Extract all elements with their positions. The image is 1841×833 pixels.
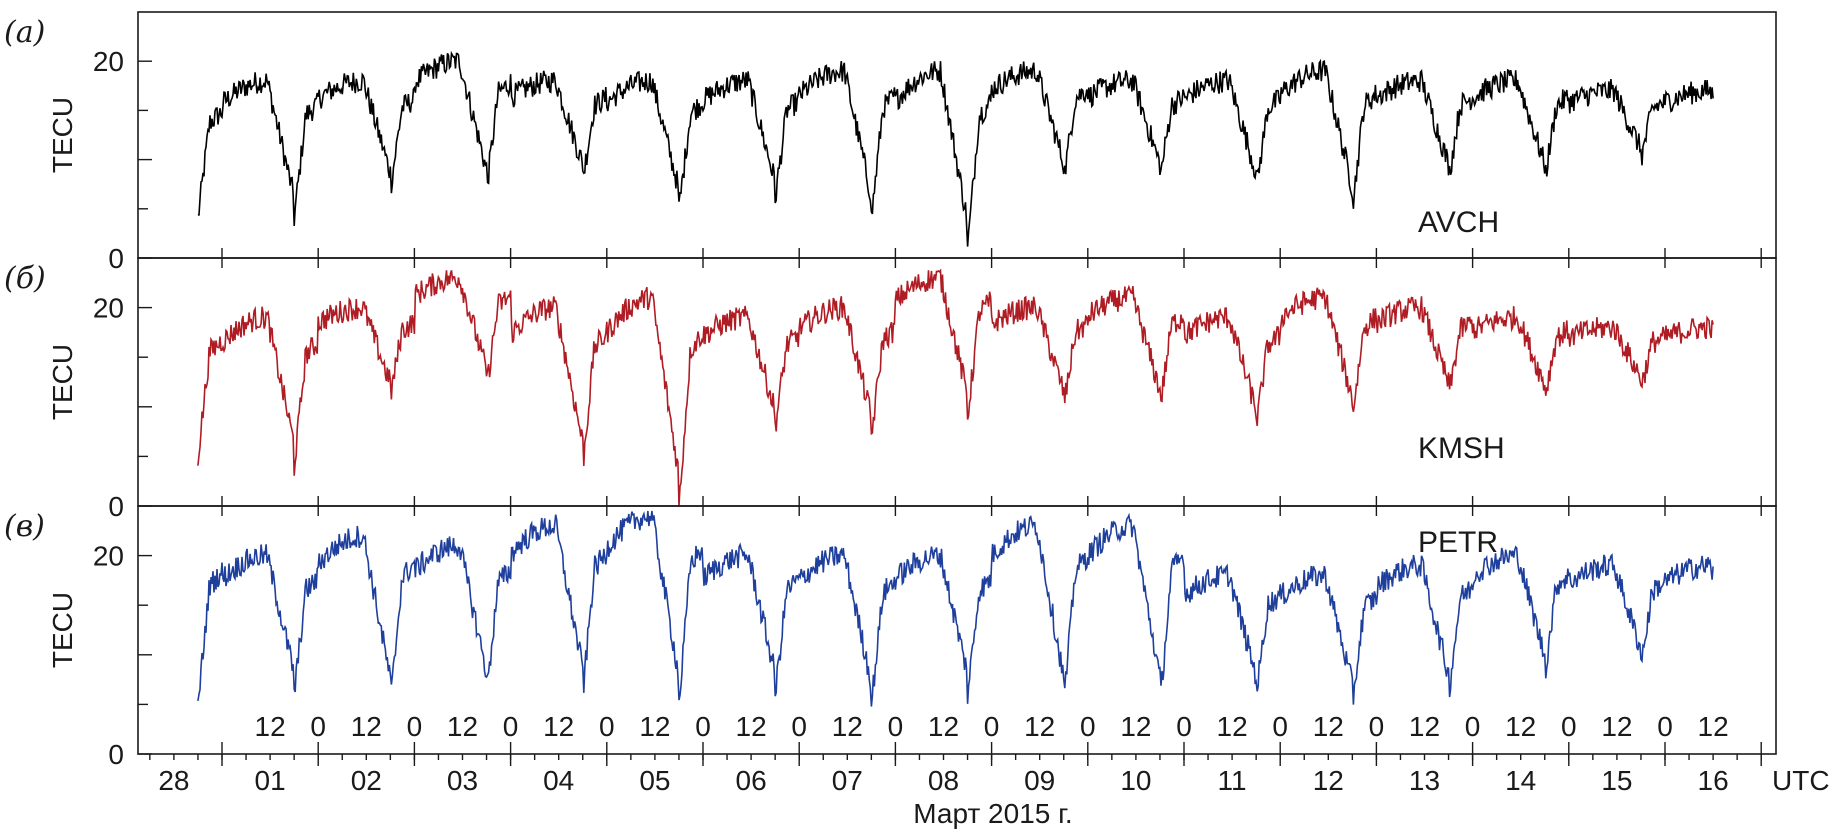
panel-frame <box>137 11 1777 259</box>
series-line-kmsh <box>197 268 1714 507</box>
panel-petr: 0 20 TECU (в) PETR <box>4 505 1777 770</box>
x-hour-label: 0 <box>310 711 326 742</box>
x-hour-label: 12 <box>1024 711 1055 742</box>
x-day-label: 14 <box>1505 765 1536 796</box>
x-hour-label: 0 <box>407 711 423 742</box>
station-label: AVCH <box>1418 206 1499 239</box>
x-hour-label: 0 <box>1272 711 1288 742</box>
x-day-label: 12 <box>1313 765 1344 796</box>
x-hour-label: 12 <box>928 711 959 742</box>
x-hour-label: 12 <box>736 711 767 742</box>
x-unit-label: UTC <box>1772 765 1830 796</box>
x-axis: 28 01 02 03 04 05 06 07 08 09 10 11 12 13 14 15 16 12 0 12 0… <box>149 248 1762 796</box>
station-label: PETR <box>1418 526 1498 559</box>
series-line-avch <box>197 50 1714 247</box>
x-day-label: 13 <box>1409 765 1440 796</box>
x-hour-label: 12 <box>1601 711 1632 742</box>
x-hour-label: 12 <box>1120 711 1151 742</box>
x-day-label: 16 <box>1698 765 1729 796</box>
x-hour-label: 12 <box>639 711 670 742</box>
x-hour-label: 0 <box>1657 711 1673 742</box>
x-hour-label: 0 <box>695 711 711 742</box>
x-day-label: 10 <box>1120 765 1151 796</box>
panel-frame <box>137 257 1777 507</box>
x-day-label: 01 <box>255 765 286 796</box>
x-hour-label: 0 <box>503 711 519 742</box>
panel-frame <box>137 505 1777 755</box>
x-hour-label: 0 <box>1176 711 1192 742</box>
x-hour-label: 0 <box>599 711 615 742</box>
panels-group: 0 20 TECU (а) AVCH 0 20 TECU (б) KMSH 0 20 TECU (в) PE… <box>4 11 1777 770</box>
x-hour-label: 12 <box>255 711 286 742</box>
panel-kmsh: 0 20 TECU (б) KMSH <box>4 257 1777 522</box>
x-hour-label: 0 <box>1465 711 1481 742</box>
x-hour-label: 0 <box>1080 711 1096 742</box>
x-day-label: 06 <box>736 765 767 796</box>
y-axis-title: TECU <box>47 97 78 173</box>
panel-avch: 0 20 TECU (а) AVCH <box>4 11 1777 274</box>
x-day-label: 05 <box>639 765 670 796</box>
x-day-label: 08 <box>928 765 959 796</box>
x-day-label: 03 <box>447 765 478 796</box>
x-day-label: 09 <box>1024 765 1055 796</box>
series-line-petr <box>197 510 1714 707</box>
x-hour-label: 12 <box>543 711 574 742</box>
y-tick-label: 20 <box>93 46 124 77</box>
y-tick-label: 0 <box>108 491 124 522</box>
x-day-label: 28 <box>158 765 189 796</box>
panel-tag: (б) <box>4 261 46 296</box>
panel-tag: (в) <box>4 509 45 544</box>
x-day-label: 02 <box>351 765 382 796</box>
y-tick-label: 20 <box>93 541 124 572</box>
x-hour-label: 0 <box>888 711 904 742</box>
x-hour-label: 12 <box>1505 711 1536 742</box>
x-axis-title: Март 2015 г. <box>913 798 1072 829</box>
x-hour-label: 0 <box>791 711 807 742</box>
x-hour-label: 12 <box>1698 711 1729 742</box>
y-tick-label: 0 <box>108 243 124 274</box>
x-hour-label: 12 <box>1313 711 1344 742</box>
x-hour-label: 12 <box>832 711 863 742</box>
x-hour-label: 0 <box>984 711 1000 742</box>
x-hour-label: 12 <box>1217 711 1248 742</box>
y-axis-title: TECU <box>47 344 78 420</box>
y-tick-label: 0 <box>108 739 124 770</box>
panel-tag: (а) <box>4 15 45 50</box>
x-day-label: 07 <box>832 765 863 796</box>
y-tick-label: 20 <box>93 293 124 324</box>
x-hour-label: 0 <box>1369 711 1385 742</box>
y-axis-title: TECU <box>47 592 78 668</box>
station-label: KMSH <box>1418 432 1505 465</box>
x-hour-label: 12 <box>1409 711 1440 742</box>
x-hour-label: 0 <box>1561 711 1577 742</box>
x-day-label: 15 <box>1601 765 1632 796</box>
x-hour-label: 12 <box>447 711 478 742</box>
x-day-label: 11 <box>1218 765 1247 796</box>
x-hour-label: 12 <box>351 711 382 742</box>
x-day-label: 04 <box>543 765 574 796</box>
